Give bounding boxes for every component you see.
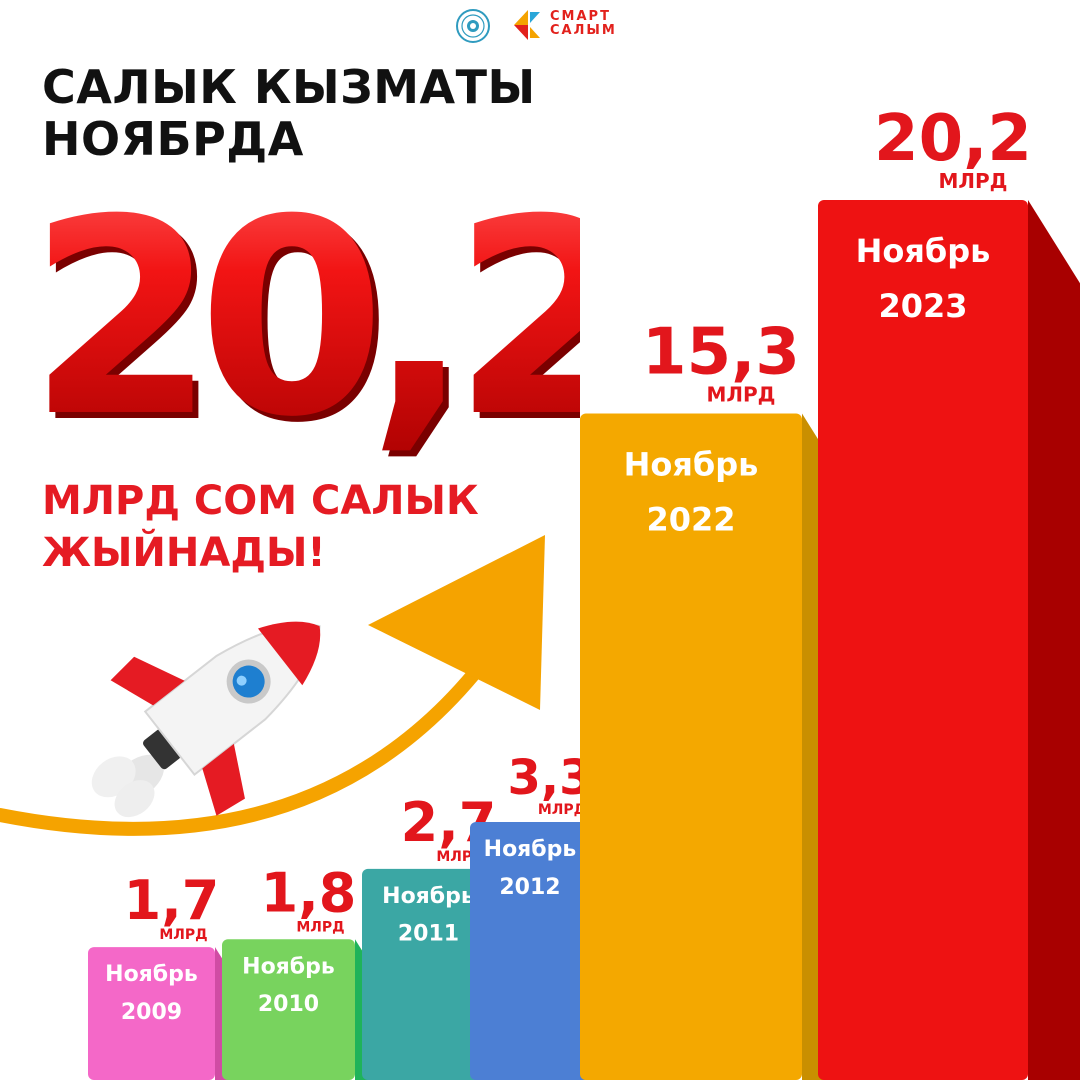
- value-label: 1,8: [261, 861, 357, 924]
- bar: [362, 868, 495, 1080]
- growth-arrow-icon: [0, 535, 545, 836]
- value-label: 3,3: [507, 750, 592, 806]
- bar-label: Ноябрь: [856, 232, 991, 270]
- value-label: 1,7: [124, 869, 220, 932]
- unit-label: МЛРД: [159, 927, 207, 943]
- unit-label: МЛРД: [707, 382, 776, 406]
- rocket-icon: [91, 621, 321, 818]
- headline-line2: НОЯБРДА: [42, 112, 304, 166]
- big-number-value: 20,2: [28, 180, 580, 470]
- bar-label: Ноябрь: [242, 954, 335, 979]
- smart-salym-logo-icon: [514, 10, 540, 40]
- brand-name-line2: САЛЫМ: [550, 23, 617, 38]
- bar-label: 2009: [121, 1000, 182, 1025]
- bar: [222, 939, 355, 1080]
- subline-line2: ЖЫЙНАДЫ!: [42, 530, 326, 576]
- bar-label: 2012: [499, 875, 560, 900]
- bar-label: 2023: [878, 287, 967, 325]
- bar: [818, 200, 1028, 1080]
- value-label: 15,3: [642, 315, 800, 389]
- state-tax-service-emblem-icon: [456, 9, 490, 43]
- bar-label: 2010: [258, 992, 319, 1017]
- bar-label: Ноябрь: [382, 884, 475, 909]
- subline-line1: МЛРД СОМ САЛЫК: [42, 478, 479, 524]
- unit-label: МЛРД: [538, 802, 586, 818]
- bar-label: 2022: [646, 501, 735, 539]
- bars-group: Ноябрь20091,7МЛРДНоябрь20101,8МЛРДНоябрь…: [88, 102, 1080, 1080]
- bar-label: 2011: [398, 922, 459, 947]
- unit-label: МЛРД: [939, 169, 1008, 193]
- bar: [580, 413, 802, 1080]
- unit-label: МЛРД: [296, 919, 344, 935]
- bar-side: [1028, 200, 1080, 1080]
- brand-name-line1: СМАРТ: [550, 9, 611, 24]
- value-label: 20,2: [874, 102, 1032, 176]
- bar-label: Ноябрь: [484, 837, 577, 862]
- headline-line1: САЛЫК КЫЗМАТЫ: [42, 60, 536, 114]
- bar-label: Ноябрь: [624, 445, 759, 483]
- big-number-shadow: 20,2: [34, 180, 580, 470]
- big-number: 20,2 20,2: [28, 180, 580, 470]
- bar-label: Ноябрь: [105, 962, 198, 987]
- bar: [88, 947, 215, 1080]
- bar: [470, 822, 590, 1080]
